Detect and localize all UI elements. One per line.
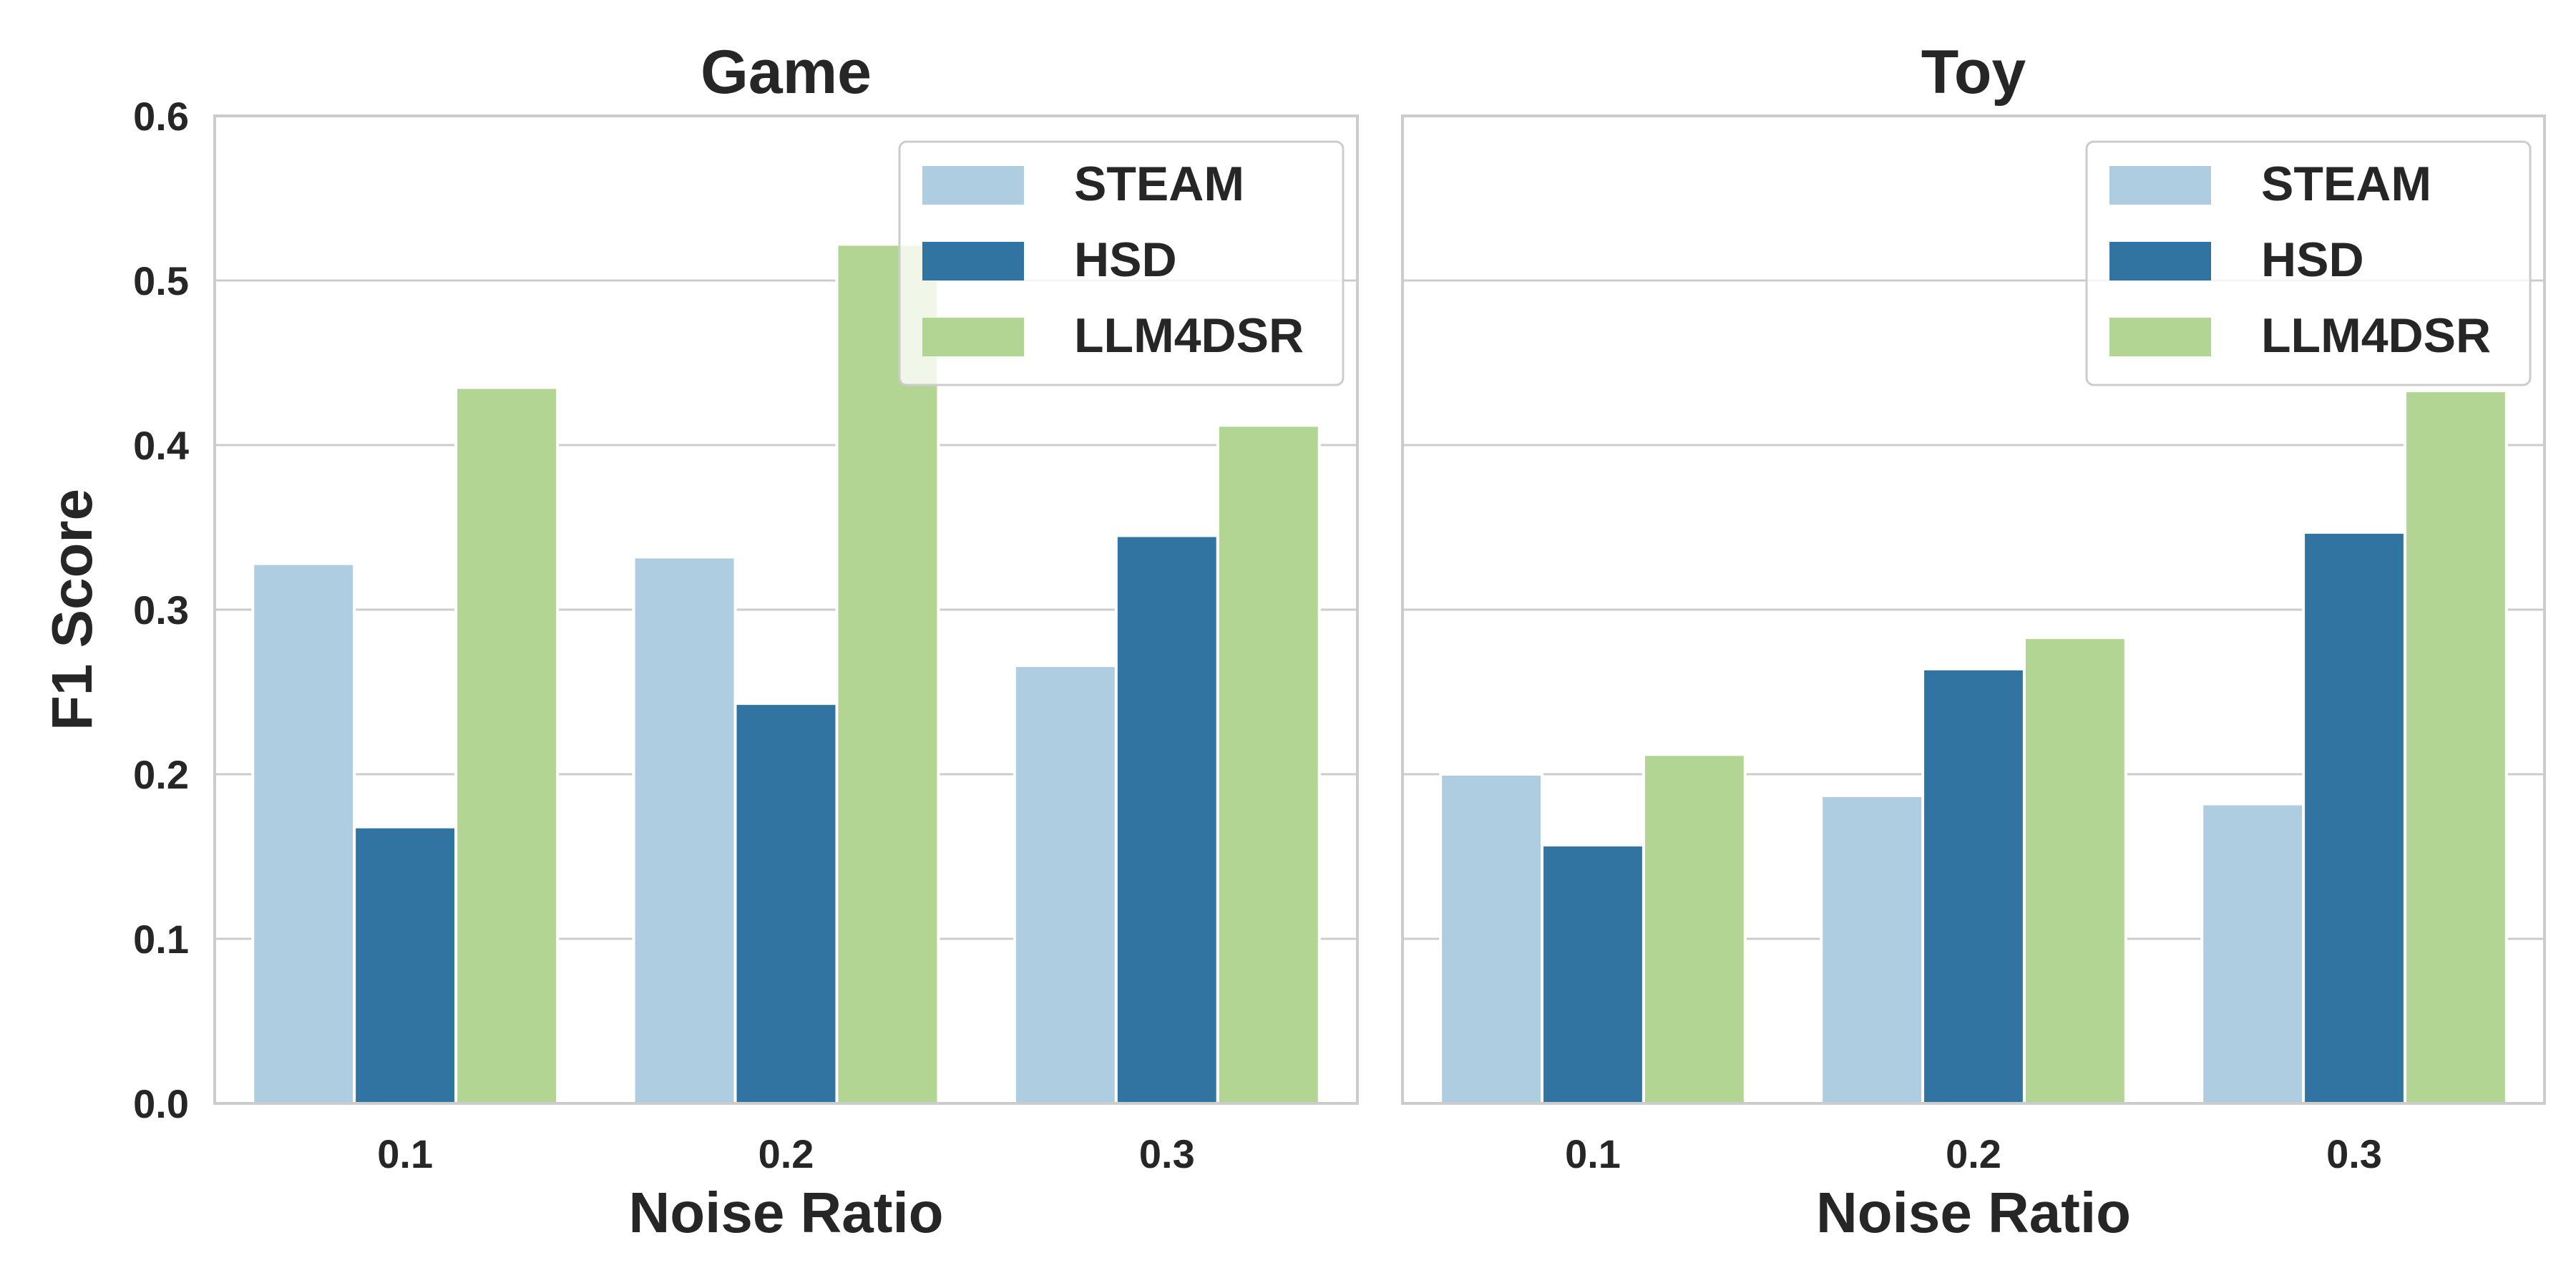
legend-swatch-steam [2109, 166, 2211, 205]
bar-hsd-0.2 [733, 702, 839, 1105]
bar-llm4dsr-0.2 [835, 243, 940, 1105]
y-tick-label: 0.6 [133, 94, 189, 139]
bar-llm4dsr-0.1 [454, 386, 560, 1105]
bar-hsd-0.2 [1921, 667, 2026, 1105]
x-axis-label-game: Noise Ratio [628, 1181, 943, 1244]
y-tick-label: 0.1 [133, 917, 189, 962]
y-ticks-game: 0.0 0.1 0.2 0.3 0.4 0.5 0.6 [133, 94, 189, 1126]
x-tick-label: 0.1 [1565, 1131, 1621, 1176]
chart-title-game: Game [701, 38, 872, 107]
x-tick-label: 0.2 [1946, 1131, 2001, 1176]
legend-swatch-hsd [922, 242, 1024, 280]
legend-swatch-llm4dsr [922, 318, 1024, 356]
bar-steam-0.2 [632, 555, 737, 1105]
bar-llm4dsr-0.2 [2022, 636, 2127, 1105]
bar-llm4dsr-0.3 [2403, 389, 2508, 1105]
y-tick-label: 0.0 [133, 1081, 189, 1126]
x-tick-label: 0.3 [2326, 1131, 2382, 1176]
bar-llm4dsr-0.1 [1641, 753, 1747, 1106]
legend-swatch-hsd [2109, 242, 2211, 280]
bar-steam-0.3 [2200, 802, 2306, 1106]
chart-title-toy: Toy [1921, 38, 2026, 107]
legend-swatch-steam [922, 166, 1024, 205]
legend-label-llm4dsr: LLM4DSR [2261, 308, 2491, 363]
legend-swatch-llm4dsr [2109, 318, 2211, 356]
legend-label-hsd: HSD [1074, 233, 1177, 287]
y-tick-label: 0.5 [133, 258, 189, 303]
legend-toy: STEAM HSD LLM4DSR [2085, 140, 2532, 386]
bar-hsd-0.1 [1541, 843, 1645, 1106]
y-axis-label: F1 Score [40, 489, 104, 731]
x-axis-label-toy: Noise Ratio [1816, 1181, 2131, 1244]
bars-game [251, 243, 1321, 1105]
bar-hsd-0.1 [353, 825, 458, 1105]
bar-steam-0.1 [251, 562, 356, 1105]
bar-hsd-0.3 [1114, 534, 1219, 1105]
bars-toy [1439, 389, 2508, 1106]
x-tick-label: 0.2 [758, 1131, 814, 1176]
bar-llm4dsr-0.3 [1216, 424, 1321, 1105]
legend-game: STEAM HSD LLM4DSR [898, 140, 1345, 386]
y-tick-label: 0.3 [133, 587, 189, 633]
plot-frame-game [213, 114, 1359, 1105]
legend-label-hsd: HSD [2261, 233, 2364, 287]
x-ticks-game: 0.1 0.2 0.3 [377, 1131, 1195, 1176]
legend-label-steam: STEAM [2261, 157, 2431, 211]
bar-steam-0.3 [1013, 664, 1118, 1105]
bar-steam-0.2 [1820, 794, 1925, 1106]
plot-frame-toy [1401, 114, 2546, 1105]
panel-toy: 0.1 0.2 0.3 Toy Noise Ratio STEAM HSD LLM4DS… [1401, 38, 2546, 1244]
x-tick-label: 0.3 [1139, 1131, 1195, 1176]
x-tick-label: 0.1 [377, 1131, 433, 1176]
y-tick-label: 0.4 [133, 423, 189, 468]
panel-game: 0.0 0.1 0.2 0.3 0.4 0.5 0.6 0.1 0.2 0.3 Game Noi… [40, 38, 1359, 1244]
y-tick-label: 0.2 [133, 752, 189, 797]
legend-label-steam: STEAM [1074, 157, 1244, 211]
legend-label-llm4dsr: LLM4DSR [1074, 308, 1304, 363]
bar-hsd-0.3 [2302, 530, 2406, 1105]
bar-steam-0.1 [1439, 773, 1544, 1105]
x-ticks-toy: 0.1 0.2 0.3 [1565, 1131, 2382, 1176]
